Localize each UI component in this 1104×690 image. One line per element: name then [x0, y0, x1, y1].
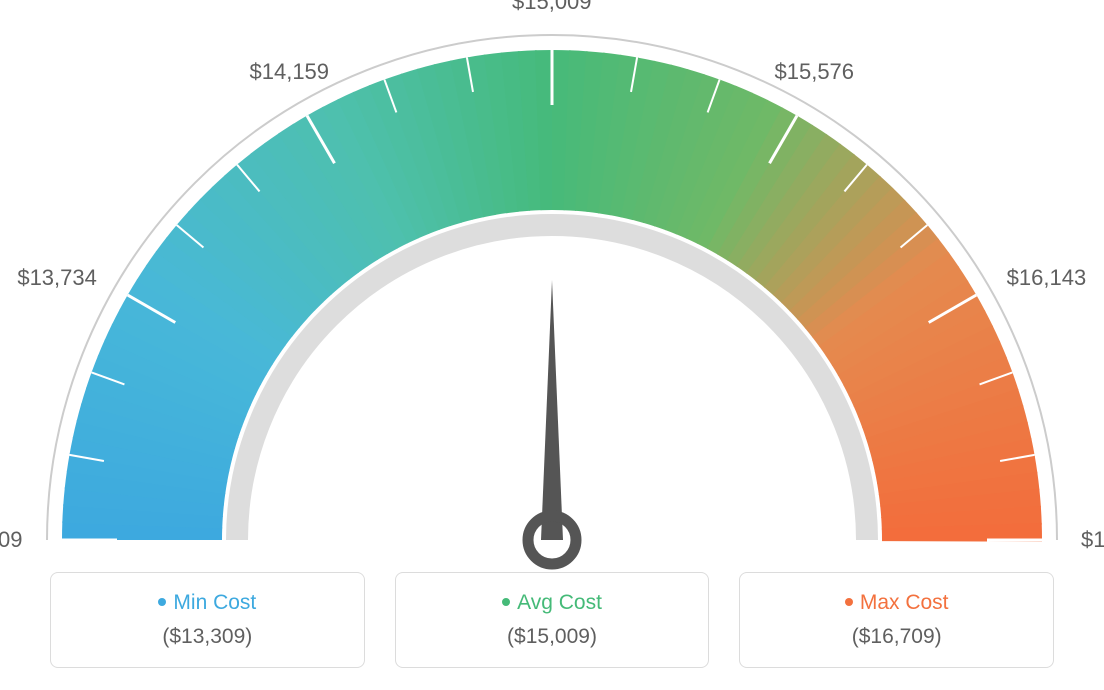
legend-title-text: Max Cost — [860, 591, 949, 614]
legend-title-text: Avg Cost — [517, 591, 602, 614]
legend-card-min: Min Cost ($13,309) — [50, 572, 365, 668]
legend-value-max: ($16,709) — [750, 625, 1043, 649]
tick-label: $15,009 — [512, 0, 592, 15]
legend-row: Min Cost ($13,309) Avg Cost ($15,009) Ma… — [50, 572, 1054, 668]
legend-value-avg: ($15,009) — [406, 625, 699, 649]
legend-title-max: Max Cost — [845, 591, 949, 615]
bullet-icon — [158, 598, 166, 606]
tick-label: $13,734 — [17, 265, 97, 291]
legend-card-avg: Avg Cost ($15,009) — [395, 572, 710, 668]
tick-label: $15,576 — [775, 59, 855, 85]
bullet-icon — [845, 598, 853, 606]
tick-label: $16,143 — [1007, 265, 1087, 291]
legend-title-avg: Avg Cost — [502, 591, 602, 615]
needle — [541, 280, 563, 540]
legend-title-text: Min Cost — [173, 591, 256, 614]
tick-label: $16,709 — [1081, 527, 1104, 553]
legend-value-min: ($13,309) — [61, 625, 354, 649]
legend-title-min: Min Cost — [158, 591, 256, 615]
legend-card-max: Max Cost ($16,709) — [739, 572, 1054, 668]
tick-label: $13,309 — [0, 527, 23, 553]
bullet-icon — [502, 598, 510, 606]
gauge-chart-container: Min Cost ($13,309) Avg Cost ($15,009) Ma… — [0, 0, 1104, 690]
tick-label: $14,159 — [250, 59, 330, 85]
